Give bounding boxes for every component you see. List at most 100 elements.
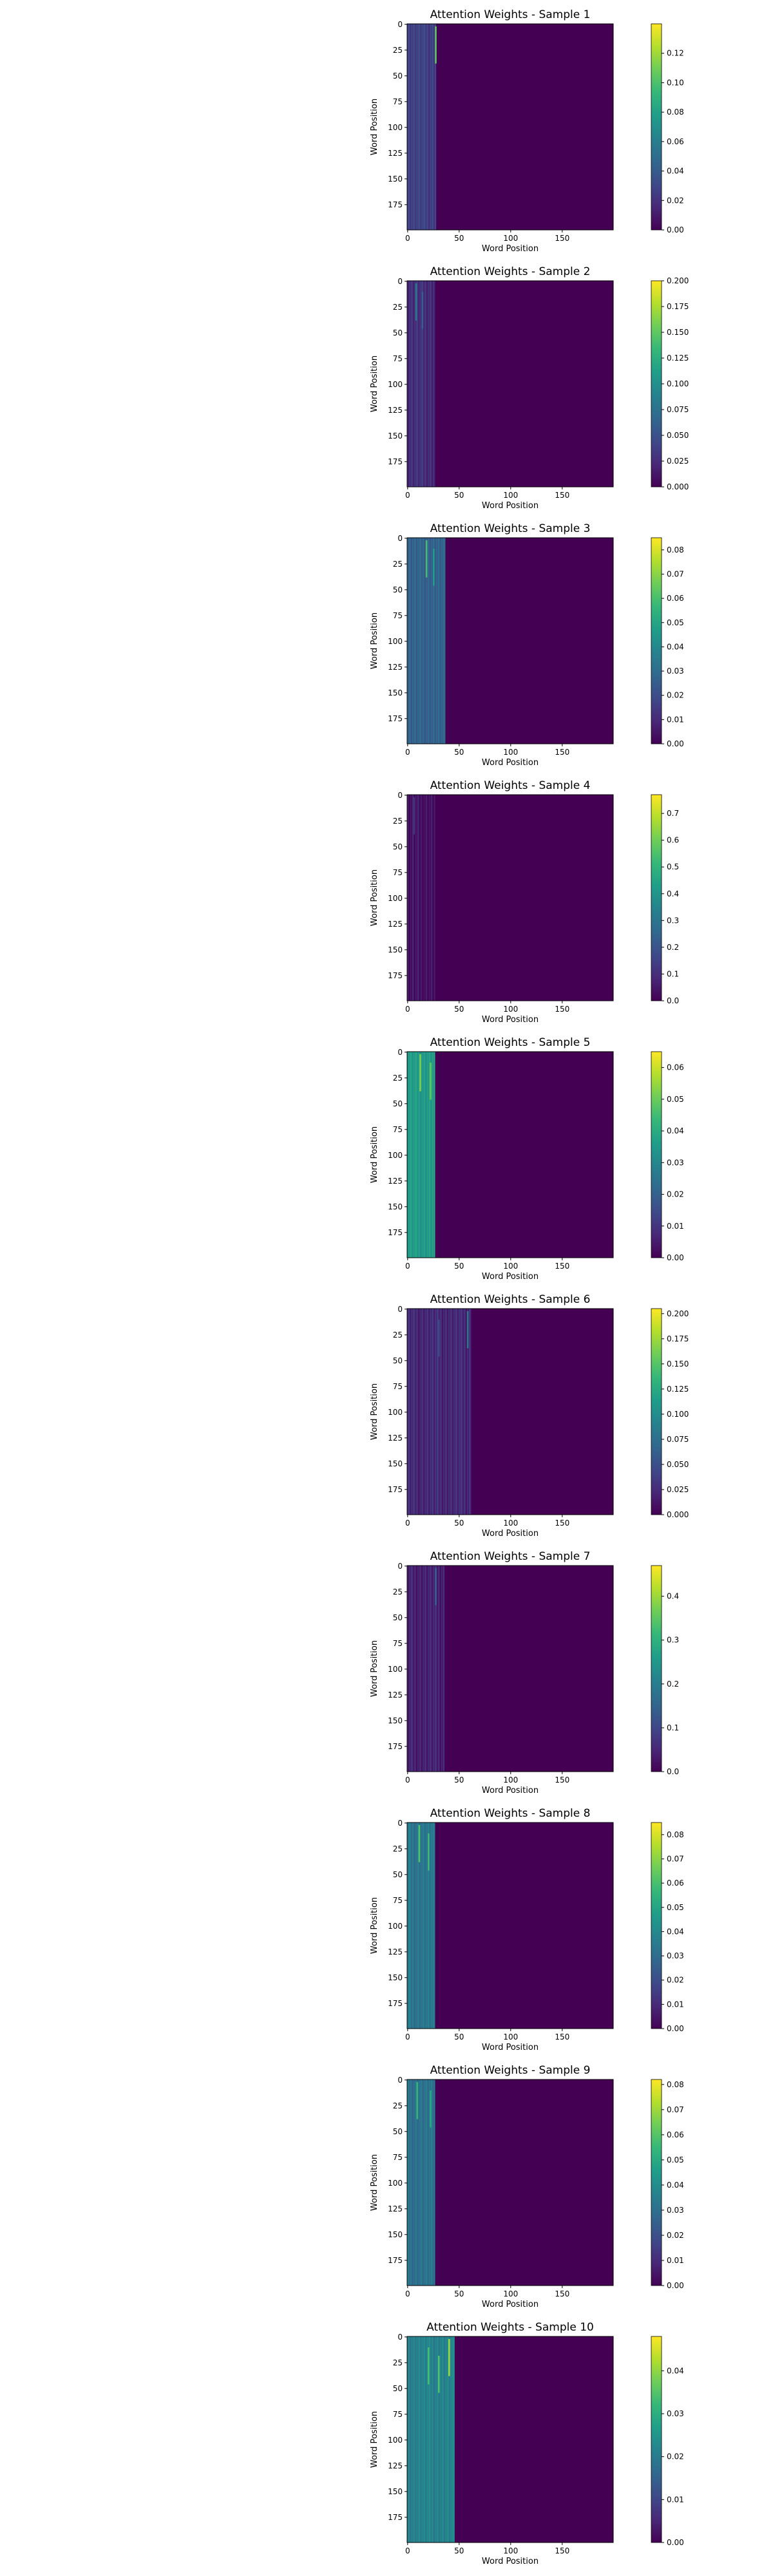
heatmap-column (426, 2079, 428, 2286)
colorbar-tick-label: 0.00 (667, 2024, 684, 2033)
y-tick-label: 50 (393, 1870, 403, 1879)
heatmap-column (428, 1052, 430, 1258)
heatmap-column (417, 1052, 419, 1258)
heatmap-hotspot (418, 1825, 421, 1862)
heatmap-column (417, 2336, 419, 2543)
heatmap-column (419, 2336, 421, 2543)
heatmap-hotspot (448, 2339, 450, 2376)
heatmap-column (409, 2079, 411, 2286)
heatmap-column (428, 1823, 430, 2029)
heatmap-background (407, 281, 613, 487)
y-tick-label: 175 (388, 200, 403, 209)
x-axis-label: Word Position (482, 758, 539, 768)
y-tick-label: 175 (388, 1999, 403, 2008)
heatmap-column (444, 1309, 446, 1515)
heatmap-column (425, 24, 427, 230)
x-tick-label: 150 (555, 1005, 569, 1014)
x-axis-label: Word Position (482, 1529, 539, 1539)
heatmap-column (415, 2079, 417, 2286)
heatmap-column (438, 538, 439, 744)
heatmap-frame (406, 2079, 614, 2286)
y-tick-label: 175 (388, 1742, 403, 1751)
x-tick-label: 50 (454, 234, 464, 243)
heatmap-column (414, 795, 416, 1001)
colorbar-tick-label: 0.5 (667, 862, 679, 871)
heatmap-column (433, 1309, 434, 1515)
y-tick-label: 50 (393, 2384, 403, 2393)
colorbar-tick-label: 0.05 (667, 1095, 684, 1104)
colorbar-tick-label: 0.0 (667, 1767, 679, 1776)
heatmap-column (430, 281, 432, 487)
colorbar-tick-label: 0.06 (667, 137, 684, 146)
heatmap-column (428, 24, 430, 230)
x-tick-label: 50 (454, 1005, 464, 1014)
heatmap-column (423, 1823, 425, 2029)
heatmap-column (423, 1566, 425, 1772)
heatmap-column (415, 1566, 417, 1772)
colorbar-tick-label: 0.04 (667, 1126, 684, 1135)
colorbar-tick-label: 0.00 (667, 2538, 684, 2547)
x-axis-label: Word Position (482, 1015, 539, 1025)
x-tick-label: 50 (454, 1262, 464, 1271)
x-tick-label: 150 (555, 491, 569, 500)
heatmap-column (423, 24, 424, 230)
heatmap-frame (406, 794, 614, 1001)
heatmap-column (435, 1566, 437, 1772)
heatmap-column (418, 1823, 420, 2029)
heatmap-column (426, 538, 428, 744)
y-tick-label: 75 (393, 354, 403, 363)
heatmap-column (428, 1309, 429, 1515)
heatmap-column (407, 1823, 408, 2029)
heatmap-column (416, 1823, 418, 2029)
y-tick-label: 0 (397, 20, 403, 29)
heatmap-panel: Attention Weights - Sample 4 0 50 100 150 Wor… (370, 779, 679, 1025)
heatmap-column (433, 1052, 434, 1258)
chart-title: Attention Weights - Sample 7 (430, 1550, 591, 1563)
heatmap-column (421, 1052, 423, 1258)
heatmap-column (435, 1309, 437, 1515)
colorbar-tick-label: 0.100 (667, 1410, 689, 1419)
heatmap-column (425, 1052, 427, 1258)
heatmap-column (410, 1823, 412, 2029)
heatmap-column (411, 795, 413, 1001)
heatmap-column (426, 24, 428, 230)
x-axis-label: Word Position (482, 2043, 539, 2052)
colorbar-tick-label: 0.12 (667, 49, 684, 58)
colorbar-tick-label: 0.7 (667, 809, 679, 818)
chart-title: Attention Weights - Sample 8 (430, 1807, 591, 1820)
heatmap-column (408, 2336, 410, 2543)
heatmap-column (417, 281, 419, 487)
x-tick-label: 50 (454, 491, 464, 500)
y-tick-label: 25 (393, 1074, 403, 1083)
colorbar-tick-label: 0.00 (667, 1253, 684, 1262)
heatmap-column (413, 1309, 415, 1515)
heatmap-column (420, 1309, 422, 1515)
y-tick-label: 150 (388, 1202, 403, 1211)
heatmap-column (420, 1052, 422, 1258)
x-tick-label: 0 (405, 1005, 410, 1014)
heatmap-column (413, 795, 415, 1001)
heatmap-column (448, 1309, 450, 1515)
heatmap-column (421, 1309, 423, 1515)
colorbar-tick-label: 0.125 (667, 354, 689, 363)
x-tick-label: 0 (405, 1262, 410, 1271)
heatmap-background (407, 24, 613, 230)
heatmap-column (423, 281, 424, 487)
heatmap-column (425, 1566, 426, 1772)
heatmap-column (435, 538, 437, 744)
heatmap-column (425, 1566, 427, 1772)
y-tick-label: 0 (397, 534, 403, 543)
heatmap-column (419, 795, 421, 1001)
y-tick-label: 100 (388, 123, 403, 132)
heatmap-column (414, 1823, 416, 2029)
colorbar-tick-label: 0.150 (667, 1359, 689, 1368)
heatmap-column (468, 1309, 470, 1515)
heatmap-column (412, 24, 414, 230)
heatmap-column (453, 1309, 455, 1515)
y-tick-label: 175 (388, 1228, 403, 1237)
heatmap-column (425, 538, 427, 744)
x-tick-label: 100 (503, 1519, 518, 1528)
heatmap-hotspot (415, 283, 417, 321)
colorbar-tick-label: 0.150 (667, 328, 689, 337)
x-tick-label: 150 (555, 1262, 569, 1271)
